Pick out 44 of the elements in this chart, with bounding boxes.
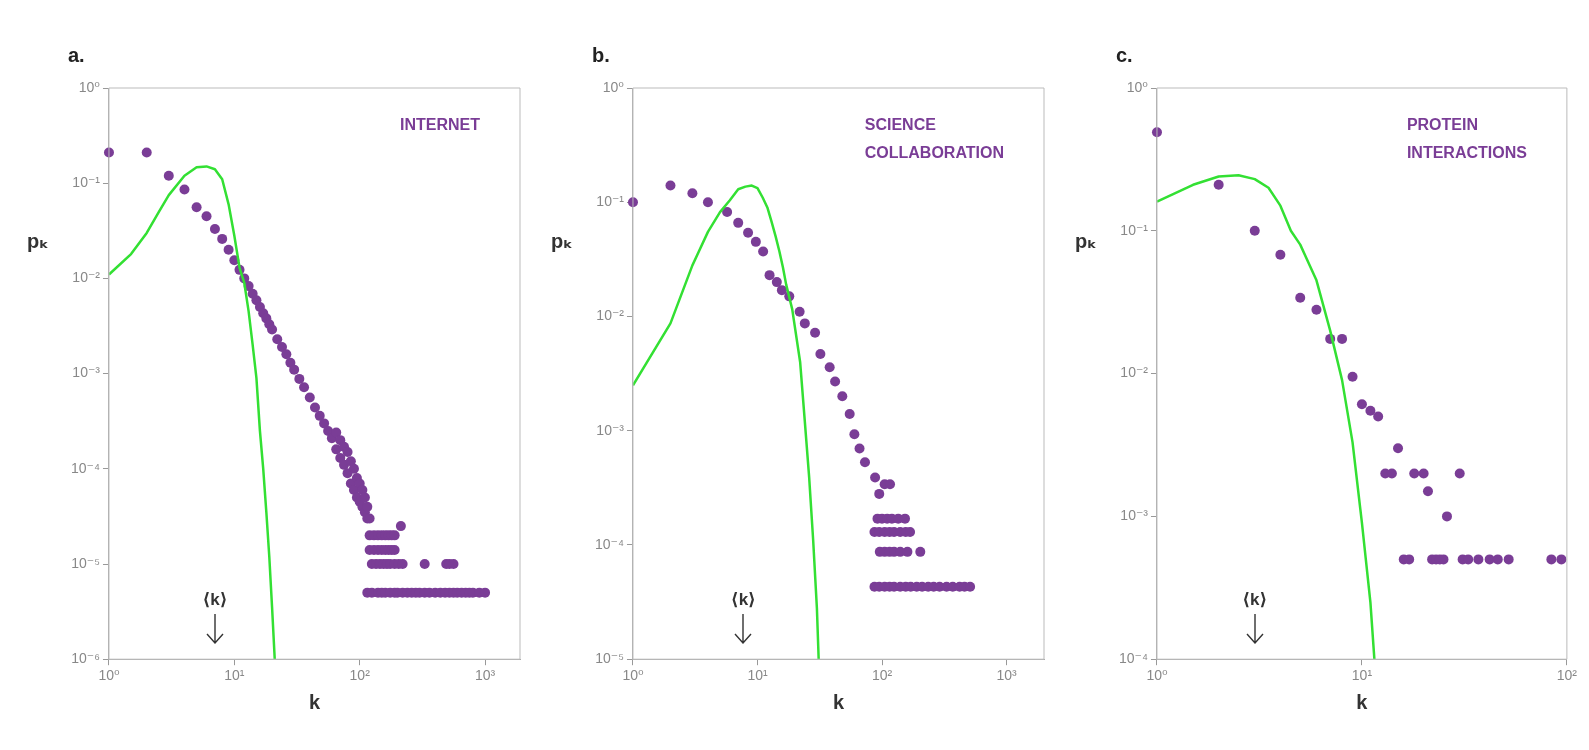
annotation: INTERNET	[400, 116, 481, 134]
x-tick-label: 10²	[1556, 667, 1578, 684]
y-tick-label: 10⁰	[602, 78, 625, 95]
ref-line-label: ⟨k⟩	[730, 590, 756, 610]
y-tick-label: 10⁻⁴	[70, 459, 100, 476]
y-tick-label: 10⁻²	[72, 269, 101, 286]
x-axis-title: k	[308, 690, 321, 713]
chart-title: a.	[68, 43, 85, 66]
x-tick-label: 10²	[349, 667, 371, 684]
y-tick-label: 10⁻¹	[72, 174, 101, 191]
y-axis-title: pₖ	[1074, 229, 1097, 252]
y-tick-label: 10⁻²	[596, 307, 625, 324]
y-tick-label: 10⁻²	[1120, 364, 1149, 381]
chart-title: b.	[592, 43, 610, 66]
y-tick-label: 10⁻⁴	[594, 535, 624, 552]
y-tick-label: 10⁻¹	[596, 193, 625, 210]
x-tick-label: 10¹	[1351, 667, 1373, 684]
y-tick-label: 10⁻¹	[1120, 221, 1149, 238]
y-tick-label: 10⁻⁵	[71, 554, 100, 571]
y-tick-label: 10⁻³	[72, 364, 101, 381]
y-axis-title: pₖ	[26, 229, 49, 252]
y-axis-title: pₖ	[550, 229, 573, 252]
x-tick-label: 10¹	[747, 667, 768, 684]
x-tick-label: 10³	[996, 667, 1017, 684]
annotation: SCIENCE COLLABORATION	[864, 116, 1005, 162]
x-tick-label: 10⁰	[1146, 667, 1168, 684]
y-tick-label: 10⁻³	[596, 421, 625, 438]
x-axis-title: k	[832, 690, 845, 713]
y-tick-label: 10⁻⁵	[595, 650, 624, 667]
y-tick-label: 10⁰	[78, 78, 101, 95]
ref-line-label: ⟨k⟩	[202, 590, 228, 610]
chart-title: c.	[1116, 43, 1133, 66]
y-tick-label: 10⁻⁴	[1118, 650, 1148, 667]
x-axis-title: k	[1356, 690, 1369, 713]
y-tick-label: 10⁻³	[1120, 507, 1149, 524]
x-tick-label: 10⁰	[622, 667, 644, 684]
annotation: PROTEIN INTERACTIONS	[1406, 116, 1528, 162]
y-tick-label: 10⁰	[1126, 78, 1149, 95]
ref-line-label: ⟨k⟩	[1242, 590, 1268, 610]
x-tick-label: 10²	[871, 667, 893, 684]
x-tick-label: 10³	[474, 667, 496, 684]
x-tick-label: 10¹	[224, 667, 245, 684]
x-tick-label: 10⁰	[98, 667, 120, 684]
y-tick-label: 10⁻⁶	[71, 650, 100, 667]
